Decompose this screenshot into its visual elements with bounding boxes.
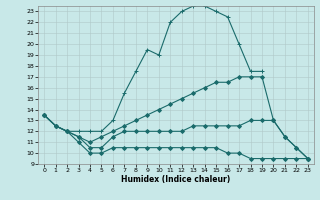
X-axis label: Humidex (Indice chaleur): Humidex (Indice chaleur) [121, 175, 231, 184]
